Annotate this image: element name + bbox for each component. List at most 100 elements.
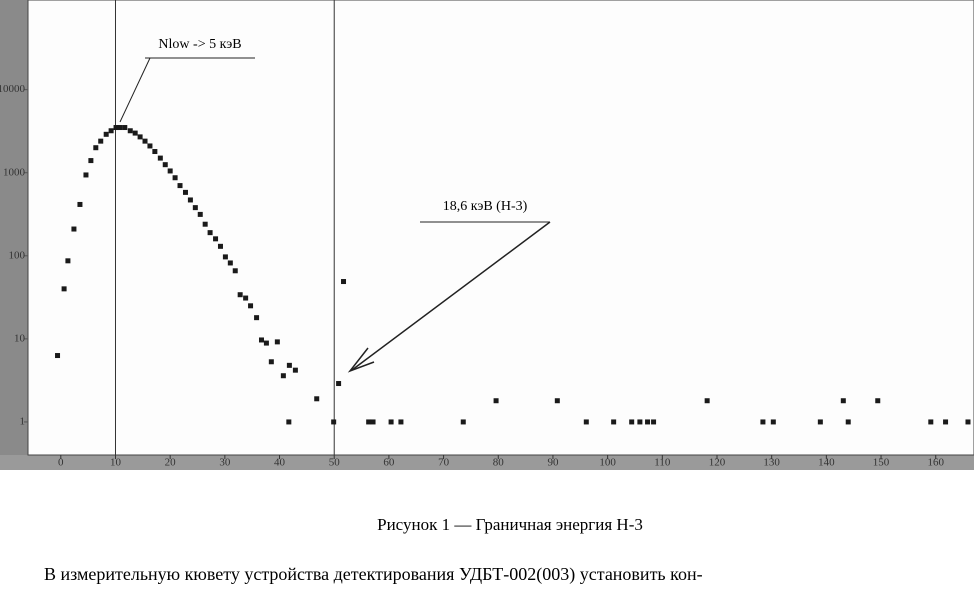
point bbox=[132, 130, 138, 136]
point bbox=[83, 172, 89, 178]
y-tick-label: 10000 bbox=[0, 83, 26, 95]
point bbox=[88, 158, 94, 164]
x-tick-label: 130 bbox=[763, 457, 780, 469]
point bbox=[127, 128, 133, 134]
point bbox=[61, 286, 67, 292]
point bbox=[583, 419, 589, 425]
point bbox=[77, 201, 83, 207]
point bbox=[398, 419, 404, 425]
x-tick-label: 40 bbox=[274, 457, 286, 469]
point bbox=[875, 398, 881, 404]
point bbox=[943, 419, 949, 425]
annotation: Nlow -> 5 кэВ bbox=[158, 37, 241, 52]
x-tick-label: 150 bbox=[873, 457, 890, 469]
point bbox=[493, 398, 499, 404]
point bbox=[71, 226, 77, 232]
x-tick-label: 80 bbox=[493, 457, 505, 469]
point bbox=[167, 168, 173, 174]
point bbox=[286, 362, 292, 368]
annotation-arrow bbox=[351, 221, 551, 371]
point bbox=[760, 419, 766, 425]
point bbox=[817, 419, 823, 425]
point bbox=[845, 419, 851, 425]
x-tick-label: 140 bbox=[818, 457, 835, 469]
point bbox=[137, 134, 143, 140]
annotation: 18,6 кэВ (Н-3) bbox=[443, 199, 528, 214]
point bbox=[770, 419, 776, 425]
point bbox=[65, 258, 71, 264]
point bbox=[55, 353, 61, 359]
x-tick-label: 100 bbox=[599, 457, 616, 469]
y-axis-strip bbox=[0, 0, 28, 470]
point bbox=[331, 419, 337, 425]
point bbox=[629, 419, 635, 425]
x-tick-label: 160 bbox=[927, 457, 944, 469]
point bbox=[651, 419, 657, 425]
point bbox=[366, 419, 372, 425]
point bbox=[263, 340, 269, 346]
point bbox=[232, 268, 238, 274]
point bbox=[258, 337, 264, 343]
point bbox=[388, 419, 394, 425]
point bbox=[222, 254, 228, 260]
point bbox=[292, 367, 298, 373]
point bbox=[157, 155, 163, 161]
annotation-leader bbox=[119, 57, 151, 123]
point bbox=[268, 359, 274, 365]
point bbox=[192, 205, 198, 211]
point bbox=[248, 303, 254, 309]
point bbox=[254, 315, 260, 321]
point bbox=[108, 128, 114, 134]
point bbox=[122, 125, 128, 131]
x-tick-label: 90 bbox=[547, 457, 559, 469]
point bbox=[274, 339, 280, 345]
point bbox=[336, 381, 342, 387]
y-tick-label: 1000 bbox=[3, 166, 26, 178]
point bbox=[460, 419, 466, 425]
point bbox=[237, 292, 243, 298]
figure-caption: Рисунок 1 — Граничная энергия Н-3 bbox=[377, 515, 643, 534]
point bbox=[187, 197, 193, 203]
point bbox=[370, 419, 376, 425]
point bbox=[280, 373, 286, 379]
point bbox=[182, 189, 188, 195]
point bbox=[645, 419, 651, 425]
body-text: В измерительную кювету устройства детект… bbox=[44, 564, 703, 585]
plot-area bbox=[27, 0, 974, 456]
point bbox=[142, 138, 148, 144]
x-tick-label: 50 bbox=[329, 457, 341, 469]
x-tick-label: 120 bbox=[709, 457, 726, 469]
point bbox=[227, 260, 233, 266]
x-tick-label: 70 bbox=[438, 457, 450, 469]
x-tick-label: 0 bbox=[58, 457, 64, 469]
point bbox=[197, 211, 203, 217]
point bbox=[113, 125, 119, 131]
point bbox=[840, 398, 846, 404]
x-tick-label: 20 bbox=[165, 457, 177, 469]
point bbox=[704, 398, 710, 404]
point bbox=[162, 162, 168, 168]
x-tick-label: 110 bbox=[654, 457, 671, 469]
point bbox=[103, 131, 109, 137]
point bbox=[611, 419, 617, 425]
point bbox=[213, 236, 219, 242]
point bbox=[928, 419, 934, 425]
point bbox=[147, 143, 153, 149]
point bbox=[117, 125, 123, 131]
point bbox=[217, 243, 223, 249]
point bbox=[637, 419, 643, 425]
arrow-head bbox=[347, 347, 375, 373]
point bbox=[98, 138, 104, 144]
point bbox=[177, 183, 183, 189]
point bbox=[965, 419, 971, 425]
point bbox=[207, 230, 213, 236]
point bbox=[172, 175, 178, 181]
point bbox=[554, 398, 560, 404]
point bbox=[314, 396, 320, 402]
point bbox=[93, 145, 99, 151]
point bbox=[243, 295, 249, 301]
y-tick-label: 100 bbox=[9, 249, 26, 261]
